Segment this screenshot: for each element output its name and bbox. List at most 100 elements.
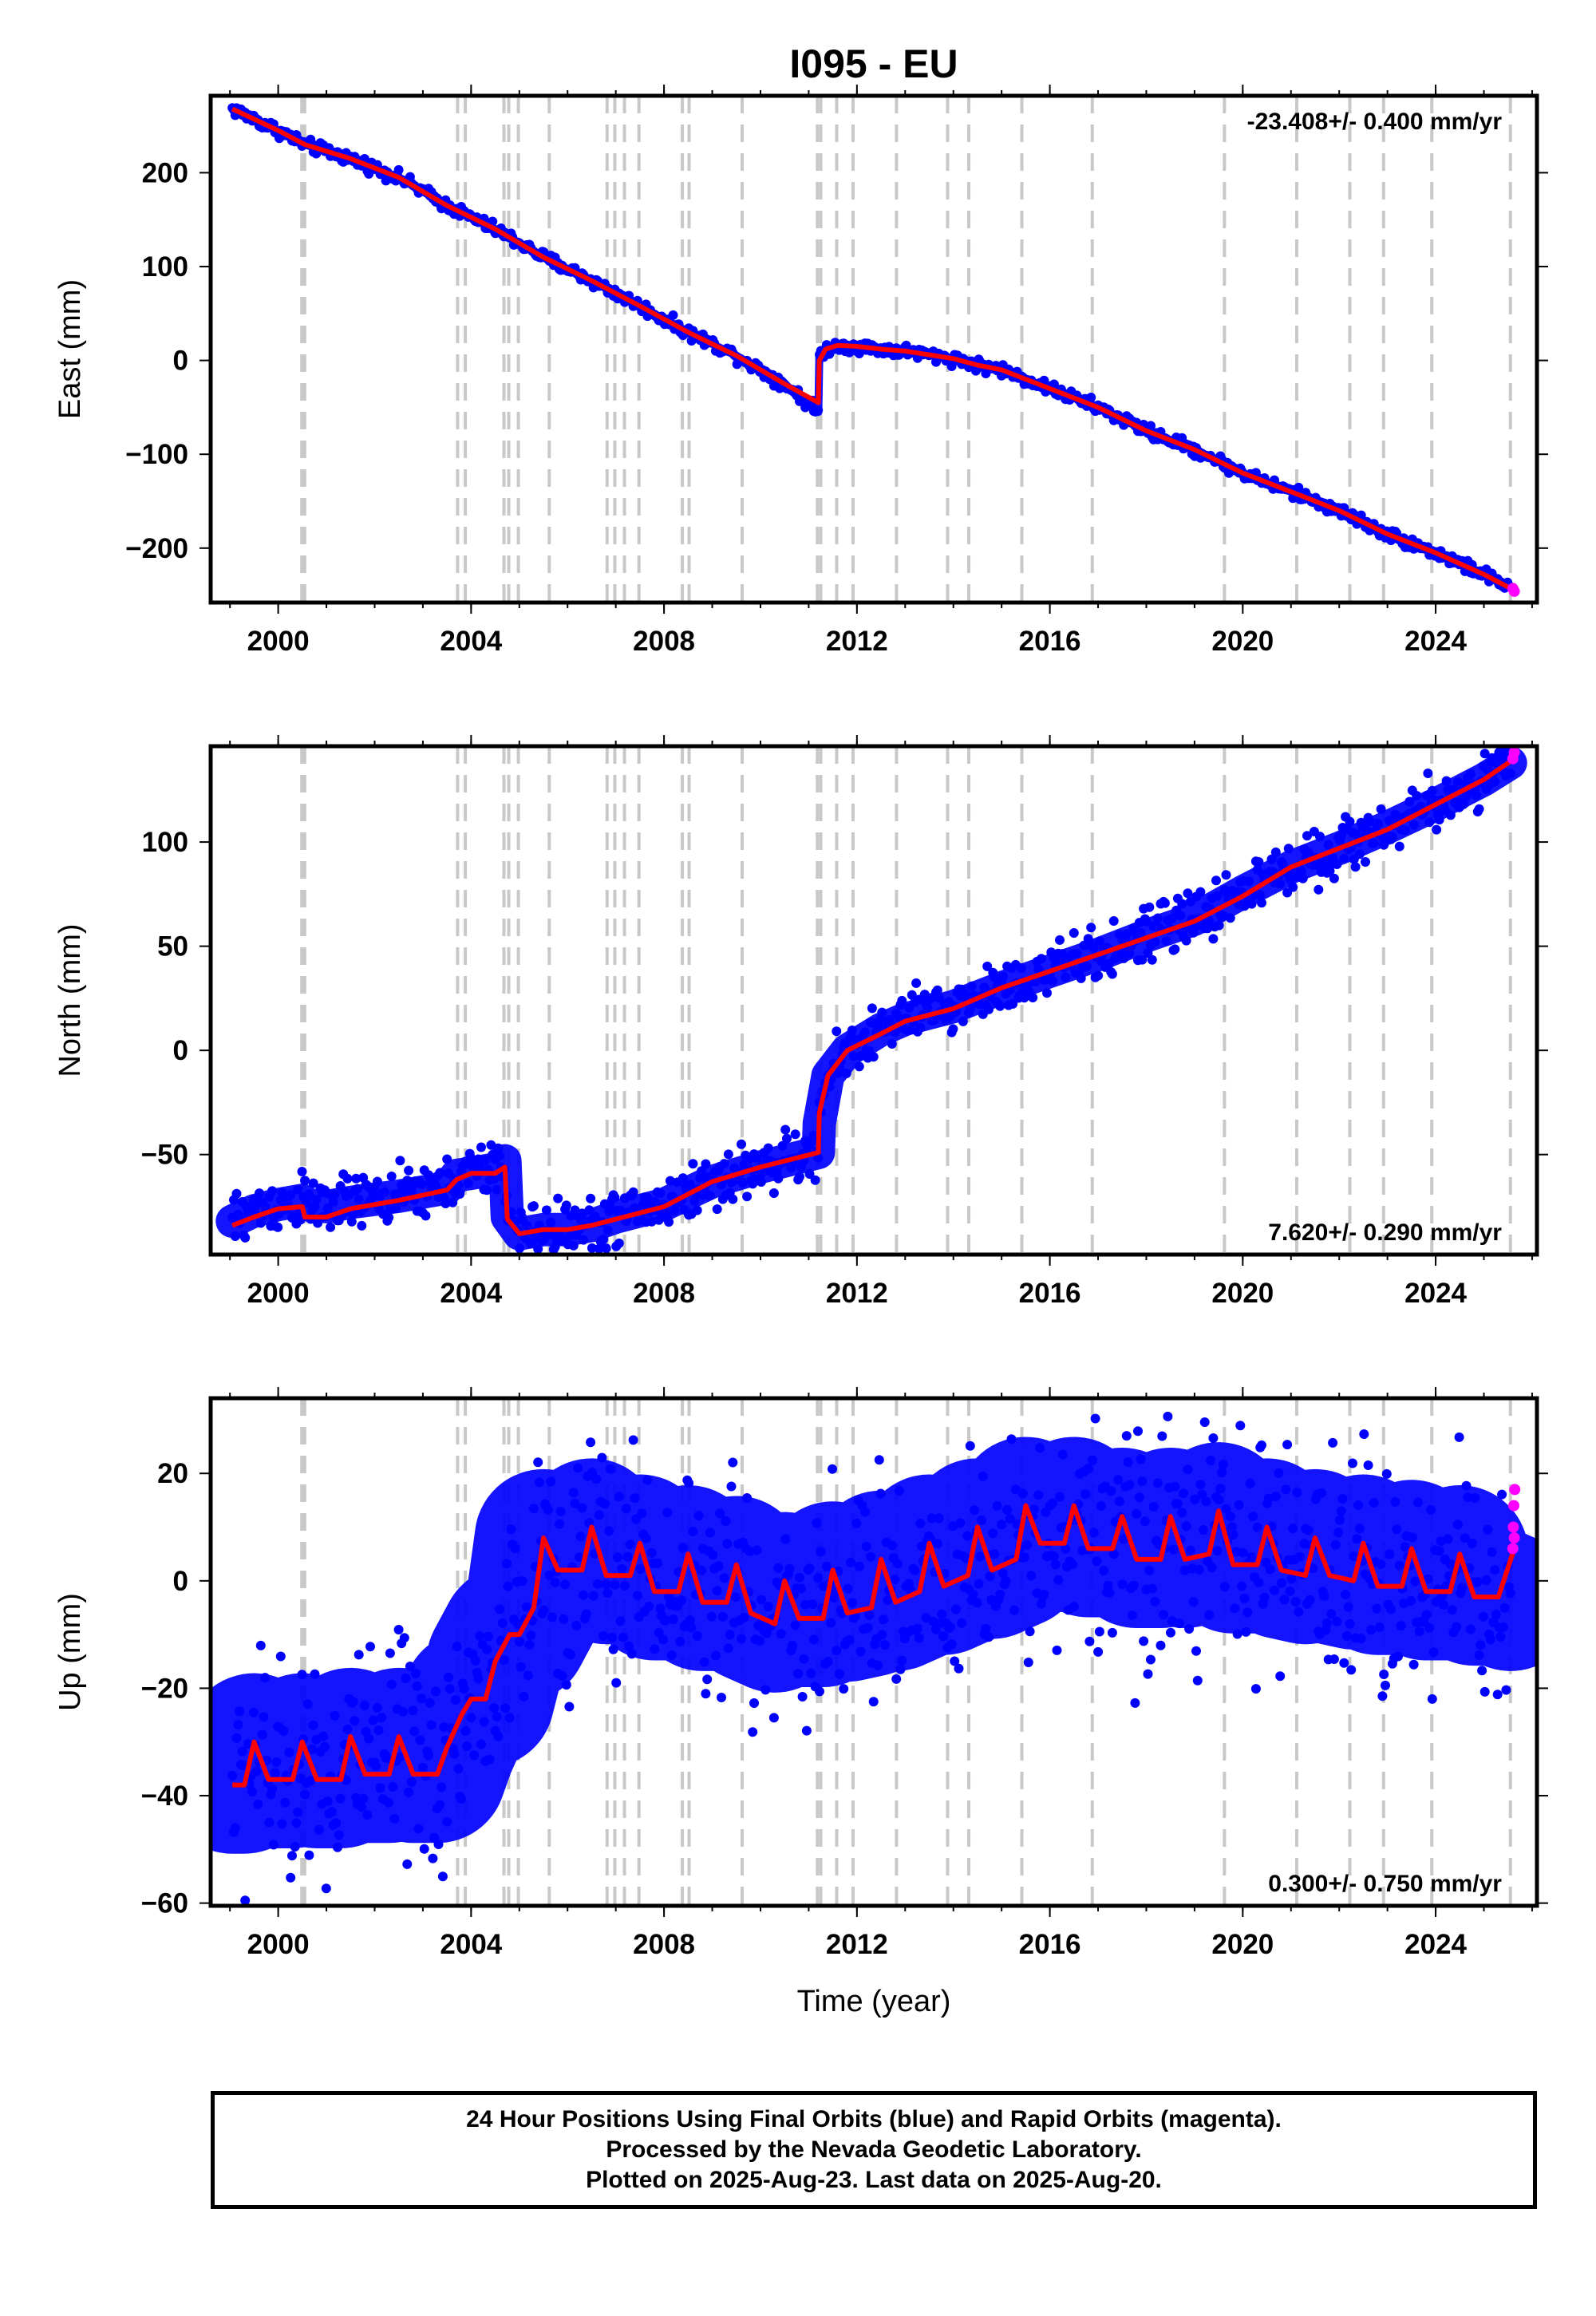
final-orbit-point	[756, 1595, 766, 1605]
final-orbit-point	[1143, 1669, 1153, 1679]
final-orbit-point	[815, 1686, 824, 1697]
final-orbit-point	[932, 1539, 942, 1549]
final-orbit-point	[1305, 1595, 1315, 1605]
final-orbit-point	[533, 1457, 543, 1468]
final-orbit-point	[723, 1149, 733, 1160]
final-orbit-point	[951, 1604, 961, 1614]
final-orbit-point	[618, 1632, 629, 1642]
final-orbit-point	[586, 1437, 596, 1448]
rapid-orbit-point	[1508, 746, 1520, 758]
final-orbit-point	[622, 1551, 633, 1562]
plot-area-east	[227, 96, 1520, 603]
final-orbit-point	[875, 1488, 886, 1499]
x-tick-label: 2024	[1404, 1929, 1467, 1960]
final-orbit-point	[1150, 1596, 1160, 1607]
final-orbit-point	[510, 1543, 520, 1554]
final-orbit-point	[1248, 1512, 1258, 1522]
final-orbit-point	[1197, 1489, 1207, 1500]
final-orbit-point	[544, 1570, 555, 1580]
final-orbit-point	[1119, 1534, 1129, 1544]
final-orbit-point	[1299, 1539, 1310, 1549]
final-orbit-point	[780, 1124, 791, 1135]
final-orbit-point	[1049, 379, 1059, 389]
model-fit-line-north	[231, 757, 1516, 1236]
final-orbit-point	[308, 1178, 318, 1188]
y-tick-label: −40	[141, 1780, 188, 1812]
final-orbit-point	[1036, 1599, 1046, 1609]
final-orbit-point	[398, 1706, 408, 1717]
final-orbit-point	[557, 1670, 567, 1681]
rapid-orbits-points-north	[1507, 746, 1520, 765]
final-orbit-point	[1194, 1564, 1204, 1575]
final-orbit-point	[997, 1520, 1006, 1530]
y-tick-label: 100	[142, 827, 188, 858]
final-orbit-point	[1428, 1647, 1439, 1658]
final-orbit-point	[522, 1220, 531, 1231]
final-orbit-point	[372, 1702, 382, 1713]
final-orbit-point	[737, 1139, 746, 1149]
final-orbit-point	[1394, 1560, 1404, 1571]
final-orbit-point	[702, 1674, 713, 1685]
final-orbit-point	[386, 1679, 397, 1690]
final-orbit-point	[561, 1680, 571, 1690]
final-orbit-point	[1288, 882, 1298, 892]
final-orbit-point	[1237, 1581, 1247, 1591]
final-orbit-point	[1061, 972, 1071, 982]
final-orbit-point	[230, 1231, 240, 1241]
final-orbit-point	[1093, 970, 1104, 981]
final-orbit-point	[1470, 1493, 1480, 1503]
final-orbit-point	[1461, 1480, 1472, 1491]
final-orbit-point	[665, 1176, 675, 1186]
final-orbit-point	[1174, 1618, 1184, 1629]
final-orbit-point	[717, 1180, 726, 1190]
final-orbit-point	[334, 1830, 344, 1840]
final-orbit-point	[1172, 1499, 1183, 1509]
final-orbit-point	[739, 1612, 749, 1622]
final-orbit-point	[721, 1516, 731, 1526]
final-orbit-point	[1181, 1521, 1191, 1531]
final-orbit-point	[1505, 769, 1515, 779]
time-axis-label: Time (year)	[797, 1985, 951, 2018]
final-orbit-point	[626, 1539, 635, 1550]
final-orbit-point	[685, 1615, 695, 1626]
final-orbit-point	[335, 1793, 346, 1804]
final-orbit-point	[333, 1842, 342, 1852]
panel-up: 2000 2004 2008 2012 2016 2020 2024 −60 −40 −20 0 20…	[53, 1387, 1548, 1960]
final-orbit-point	[1134, 1492, 1144, 1503]
final-orbit-point	[1259, 1592, 1270, 1603]
final-orbit-point	[1055, 1492, 1065, 1502]
final-orbit-point	[678, 1173, 688, 1184]
final-orbit-point	[411, 1669, 421, 1678]
final-orbit-point	[637, 1508, 647, 1519]
final-orbit-point	[868, 1697, 879, 1707]
final-orbit-point	[1346, 1665, 1357, 1675]
final-orbit-point	[424, 1750, 433, 1761]
final-orbit-point	[1199, 1417, 1210, 1427]
final-orbit-point	[1195, 887, 1206, 897]
final-orbit-point	[985, 1571, 995, 1582]
final-orbit-point	[1053, 1575, 1064, 1585]
final-orbit-point	[469, 1750, 480, 1761]
final-orbit-point	[1161, 936, 1171, 947]
final-orbit-point	[1499, 1603, 1510, 1613]
final-orbit-point	[795, 1172, 804, 1182]
final-orbit-point	[1376, 1559, 1386, 1570]
final-orbit-point	[1039, 1589, 1049, 1599]
final-orbit-point	[907, 990, 917, 1000]
final-orbit-point	[1208, 934, 1219, 944]
final-orbit-point	[626, 1649, 637, 1659]
final-orbit-point	[692, 1630, 702, 1641]
final-orbit-point	[1093, 1646, 1104, 1657]
final-orbit-point	[503, 1581, 513, 1591]
velocity-rate-label-up: 0.300+/- 0.750 mm/yr	[1268, 1871, 1502, 1897]
final-orbit-point	[1250, 1684, 1261, 1694]
final-orbit-point	[1400, 825, 1410, 836]
final-orbit-point	[1231, 1547, 1241, 1557]
final-orbit-point	[1424, 817, 1435, 828]
final-orbit-point	[1479, 749, 1490, 759]
final-orbit-point	[1212, 1546, 1223, 1556]
final-orbit-point	[1012, 1519, 1022, 1529]
final-orbit-point	[591, 1474, 602, 1484]
final-orbit-point	[1490, 1565, 1500, 1575]
final-orbit-point	[668, 310, 678, 320]
